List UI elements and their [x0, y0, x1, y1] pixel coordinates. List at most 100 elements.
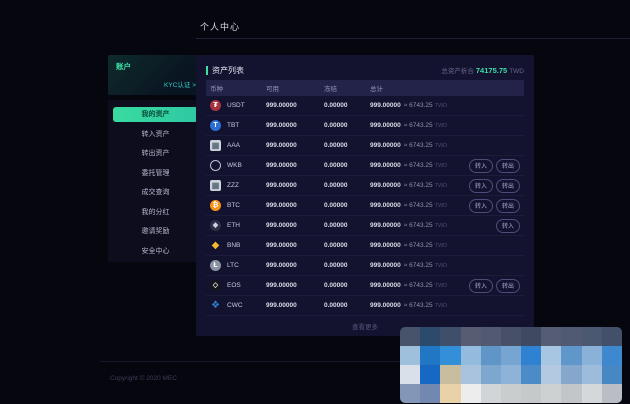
coin-name: EOS — [227, 282, 241, 289]
table-row: T TBT 999.00000 0.00000 999.00000 ≈ 6743.… — [206, 116, 524, 136]
table-row: ₮ USDT 999.00000 0.00000 999.00000 ≈ 6743… — [206, 96, 524, 116]
table-header: 币种 可用 冻结 总计 — [206, 80, 524, 96]
btc-icon: ₿ — [210, 200, 221, 211]
sidebar-item-成交查询[interactable]: 成交查询 — [141, 189, 170, 197]
mosaic-block — [521, 346, 542, 365]
mosaic-block — [420, 384, 441, 403]
transfer-in-button[interactable]: 转入 — [495, 218, 520, 233]
sidebar-item-委托管理[interactable]: 委托管理 — [141, 169, 170, 177]
sidebar-item-我的分红[interactable]: 我的分红 — [141, 208, 170, 216]
coin-name: BNB — [227, 242, 241, 249]
total-approx-value: ≈ 6743.25 — [403, 282, 433, 289]
sidebar-item-转入资产[interactable]: 转入资产 — [141, 130, 170, 138]
account-label: 账户 — [116, 62, 131, 71]
top-divider — [196, 38, 630, 39]
transfer-out-button[interactable]: 转出 — [495, 198, 520, 213]
transfer-in-button[interactable]: 转入 — [468, 178, 493, 193]
transfer-out-button[interactable]: 转出 — [495, 178, 520, 193]
frozen-value: 0.00000 — [324, 242, 348, 249]
total-value: 999.00000 — [370, 302, 401, 309]
mosaic-block — [440, 384, 461, 403]
mosaic-block — [420, 327, 441, 346]
available-value: 999.00000 — [266, 202, 297, 209]
mosaic-block — [440, 365, 461, 384]
available-value: 999.00000 — [266, 222, 297, 229]
table-row: ₿ BTC 999.00000 0.00000 999.00000 ≈ 6743.… — [206, 196, 524, 216]
total-currency: TWD — [434, 123, 448, 129]
total-currency: TWD — [434, 223, 448, 229]
panel-title: 资产列表 — [206, 65, 244, 76]
mosaic-block — [541, 327, 562, 346]
total-approx-value: ≈ 6743.25 — [403, 202, 433, 209]
table-row: ▦ AAA 999.00000 0.00000 999.00000 ≈ 6743.… — [206, 136, 524, 156]
mosaic-block — [460, 384, 481, 403]
assets-panel: 资产列表 总资产折合 74175.75 TWD 币种 可用 冻结 总计 ₮ USDT… — [196, 55, 534, 336]
sidebar-menu: 我的资产转入资产转出资产委托管理成交查询我的分红邀请奖励安全中心 — [108, 100, 203, 262]
mosaic-block — [500, 346, 522, 365]
row-actions: 转入 转出 — [458, 198, 520, 213]
total-currency: TWD — [434, 243, 448, 249]
total-assets-value: 74175.75 — [475, 66, 508, 75]
copyright-text: Copyright © 2020 MEC — [110, 375, 177, 382]
transfer-out-button[interactable]: 转出 — [495, 158, 520, 173]
total-approx-value: ≈ 6743.25 — [403, 142, 433, 149]
sidebar-item-我的资产[interactable]: 我的资产 — [113, 107, 198, 123]
tbt-icon: T — [210, 120, 221, 131]
footer-divider — [100, 361, 520, 362]
transfer-in-button[interactable]: 转入 — [468, 158, 493, 173]
mosaic-block — [561, 346, 582, 365]
mosaic-block — [400, 384, 421, 403]
mosaic-block — [460, 346, 481, 365]
transfer-in-button[interactable]: 转入 — [468, 278, 493, 293]
available-value: 999.00000 — [266, 242, 297, 249]
total-currency: TWD — [434, 183, 448, 189]
coin-name: WKB — [227, 162, 242, 169]
sidebar-item-转出资产[interactable]: 转出资产 — [141, 150, 170, 158]
transfer-in-button[interactable]: 转入 — [468, 198, 493, 213]
total-value: 999.00000 — [370, 262, 401, 269]
total-value: 999.00000 — [370, 162, 401, 169]
coin-name: AAA — [227, 142, 241, 149]
table-row: ▦ ZZZ 999.00000 0.00000 999.00000 ≈ 6743.… — [206, 176, 524, 196]
total-approx-value: ≈ 6743.25 — [403, 102, 433, 109]
mosaic-block — [561, 365, 582, 384]
mosaic-block — [480, 346, 501, 365]
mosaic-block — [601, 384, 622, 403]
total-currency: TWD — [434, 263, 448, 269]
total-approx-value: ≈ 6743.25 — [403, 222, 433, 229]
mosaic-block — [521, 384, 542, 403]
load-more-link[interactable]: 查看更多 — [352, 324, 378, 331]
mosaic-block — [521, 365, 542, 384]
total-value: 999.00000 — [370, 122, 401, 129]
sidebar-item-安全中心[interactable]: 安全中心 — [141, 247, 170, 255]
panel-header: 资产列表 总资产折合 74175.75 TWD — [206, 55, 524, 80]
frozen-value: 0.00000 — [324, 302, 348, 309]
total-approx-value: ≈ 6743.25 — [403, 262, 433, 269]
panel-title-text: 资产列表 — [212, 65, 244, 75]
mosaic-block — [561, 327, 582, 346]
total-currency: TWD — [434, 283, 448, 289]
row-actions: 转入 — [458, 218, 520, 233]
available-value: 999.00000 — [266, 142, 297, 149]
mosaic-block — [400, 365, 421, 384]
total-assets-label: 总资产折合 — [441, 68, 474, 75]
mosaic-block — [561, 384, 582, 403]
mosaic-block — [521, 327, 542, 346]
mosaic-block — [500, 384, 522, 403]
mosaic-block — [500, 327, 522, 346]
mosaic-block — [440, 327, 461, 346]
col-header-frozen: 冻结 — [324, 86, 337, 93]
total-assets: 总资产折合 74175.75 TWD — [441, 65, 524, 75]
row-actions: 转入 转出 — [458, 278, 520, 293]
sidebar-item-邀请奖励[interactable]: 邀请奖励 — [141, 228, 170, 236]
frozen-value: 0.00000 — [324, 162, 348, 169]
kyc-link[interactable]: KYC认证 > — [164, 82, 196, 89]
ltc-icon: Ł — [210, 260, 221, 271]
transfer-out-button[interactable]: 转出 — [495, 278, 520, 293]
frozen-value: 0.00000 — [324, 142, 348, 149]
table-row: ◇ EOS 999.00000 0.00000 999.00000 ≈ 6743.… — [206, 276, 524, 296]
mosaic-block — [480, 384, 501, 403]
coin-name: ETH — [227, 222, 240, 229]
row-actions: 转入 转出 — [458, 178, 520, 193]
